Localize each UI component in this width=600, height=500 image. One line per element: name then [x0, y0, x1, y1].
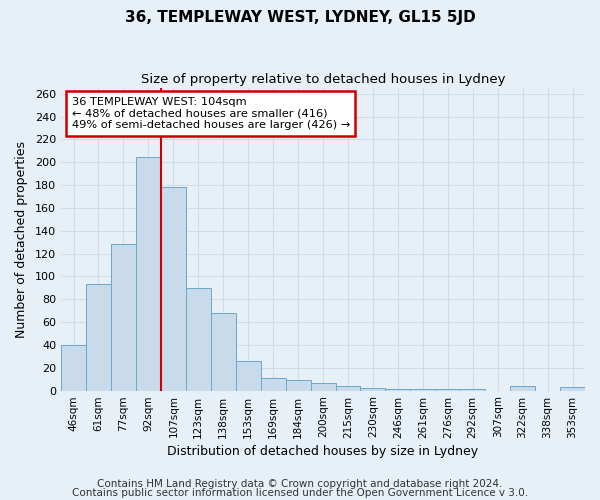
Text: 36 TEMPLEWAY WEST: 104sqm
← 48% of detached houses are smaller (416)
49% of semi: 36 TEMPLEWAY WEST: 104sqm ← 48% of detac…: [71, 97, 350, 130]
Bar: [136, 156, 161, 390]
Bar: [86, 284, 111, 391]
Bar: [211, 313, 236, 390]
X-axis label: Distribution of detached houses by size in Lydney: Distribution of detached houses by size …: [167, 444, 479, 458]
Bar: [510, 386, 535, 390]
Bar: [61, 345, 86, 391]
Bar: [560, 387, 585, 390]
Y-axis label: Number of detached properties: Number of detached properties: [15, 141, 28, 338]
Bar: [186, 288, 211, 390]
Text: Contains public sector information licensed under the Open Government Licence v : Contains public sector information licen…: [72, 488, 528, 498]
Bar: [311, 382, 335, 390]
Bar: [260, 378, 286, 390]
Bar: [111, 244, 136, 390]
Text: 36, TEMPLEWAY WEST, LYDNEY, GL15 5JD: 36, TEMPLEWAY WEST, LYDNEY, GL15 5JD: [125, 10, 475, 25]
Bar: [236, 361, 260, 390]
Bar: [361, 388, 385, 390]
Bar: [161, 188, 186, 390]
Bar: [335, 386, 361, 390]
Title: Size of property relative to detached houses in Lydney: Size of property relative to detached ho…: [141, 72, 505, 86]
Bar: [286, 380, 311, 390]
Text: Contains HM Land Registry data © Crown copyright and database right 2024.: Contains HM Land Registry data © Crown c…: [97, 479, 503, 489]
